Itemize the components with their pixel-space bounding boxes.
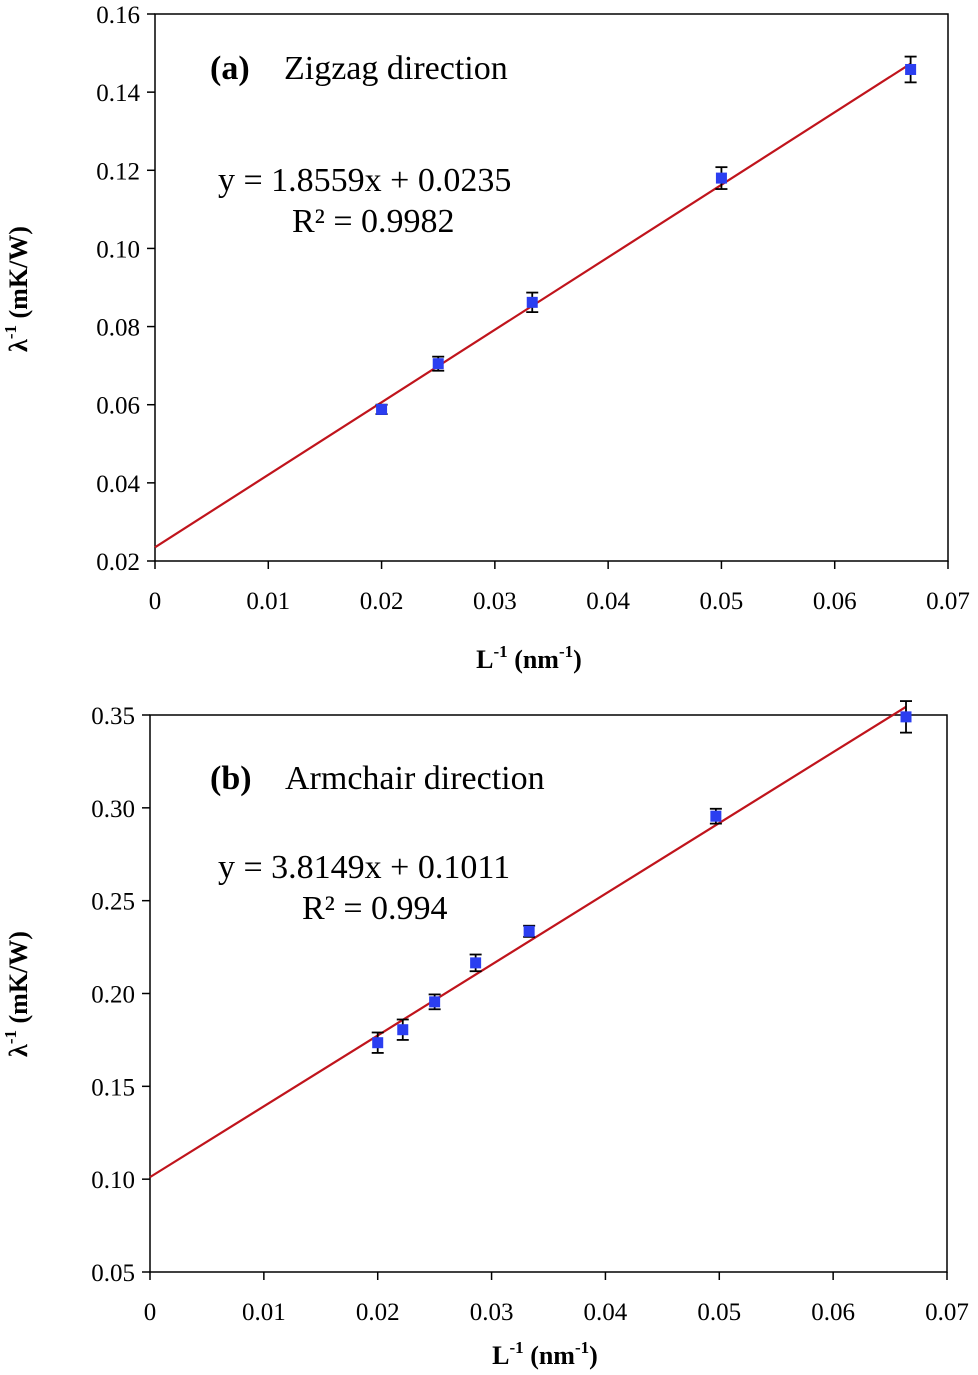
y-tick-label: 0.35 <box>91 703 135 730</box>
panel-b-points <box>371 700 913 1054</box>
data-point <box>710 810 722 822</box>
panel-a-y-axis-title: λ-1 (mK/W) <box>1 226 33 352</box>
data-point <box>526 296 538 308</box>
data-point <box>432 358 444 370</box>
x-tick-label: 0.04 <box>584 1299 628 1326</box>
panel-b-x-ticks: 0 0.01 0.02 0.03 0.04 0.05 0.06 0.07 <box>144 1272 969 1326</box>
panel-a-x-axis-title: L-1 (nm-1) <box>476 642 582 674</box>
x-tick-label: 0.06 <box>811 1299 855 1326</box>
y-tick-label: 0.14 <box>96 80 140 107</box>
panel-b-title: Armchair direction <box>285 760 545 797</box>
data-point <box>523 925 535 937</box>
panel-a-equation: y = 1.8559x + 0.0235 <box>218 162 511 199</box>
x-tick-label: 0.01 <box>246 588 290 615</box>
x-tick-label: 0.07 <box>925 1299 969 1326</box>
panel-b-y-axis-title: λ-1 (mK/W) <box>1 931 33 1057</box>
panel-a-r2: R² = 0.9982 <box>292 203 455 240</box>
panel-a: 0.02 0.04 0.06 0.08 0.10 0.12 0.14 0.16 0 0.01 0.… <box>1 2 970 674</box>
x-tick-label: 0.03 <box>470 1299 514 1326</box>
panel-b-y-ticks: 0.05 0.10 0.15 0.20 0.25 0.30 0.35 <box>91 703 150 1287</box>
panel-b-r2: R² = 0.994 <box>302 890 448 927</box>
panel-b-trendline-group <box>149 705 907 1179</box>
panel-b-label: (b) <box>210 760 252 797</box>
y-tick-label: 0.30 <box>91 796 135 823</box>
panel-a-x-ticks: 0 0.01 0.02 0.03 0.04 0.05 0.06 0.07 <box>149 561 970 615</box>
panel-a-title: Zigzag direction <box>284 50 508 87</box>
panel-a-label: (a) <box>210 50 250 87</box>
x-tick-label: 0.02 <box>356 1299 400 1326</box>
x-tick-label: 0 <box>144 1299 157 1326</box>
panel-b: 0.05 0.10 0.15 0.20 0.25 0.30 0.35 0 0.01 0.02 0.… <box>1 700 969 1370</box>
x-tick-label: 0.05 <box>697 1299 741 1326</box>
y-tick-label: 0.06 <box>96 393 140 420</box>
data-point <box>905 63 917 75</box>
y-tick-label: 0.10 <box>96 236 140 263</box>
x-tick-label: 0.06 <box>813 588 857 615</box>
data-point <box>376 403 388 415</box>
panel-b-x-axis-title: L-1 (nm-1) <box>492 1338 598 1370</box>
y-tick-label: 0.20 <box>91 982 135 1009</box>
data-point <box>372 1037 384 1049</box>
y-tick-label: 0.10 <box>91 1167 135 1194</box>
data-point <box>715 172 727 184</box>
x-tick-label: 0.03 <box>473 588 517 615</box>
y-tick-label: 0.02 <box>96 549 140 576</box>
data-point <box>470 957 482 969</box>
data-point <box>429 996 441 1008</box>
panel-b-equation: y = 3.8149x + 0.1011 <box>218 849 510 886</box>
y-tick-label: 0.08 <box>96 315 140 342</box>
trendline <box>149 705 907 1179</box>
y-tick-label: 0.15 <box>91 1074 135 1101</box>
y-tick-label: 0.16 <box>96 2 140 29</box>
y-tick-label: 0.25 <box>91 889 135 916</box>
y-tick-label: 0.04 <box>96 471 140 498</box>
x-tick-label: 0.04 <box>586 588 630 615</box>
x-tick-label: 0.01 <box>242 1299 286 1326</box>
x-tick-label: 0 <box>149 588 162 615</box>
panel-a-plot-frame <box>154 13 949 562</box>
x-tick-label: 0.05 <box>700 588 744 615</box>
y-tick-label: 0.12 <box>96 158 140 185</box>
panel-a-y-ticks: 0.02 0.04 0.06 0.08 0.10 0.12 0.14 0.16 <box>96 2 155 576</box>
data-point <box>900 711 912 723</box>
y-tick-label: 0.05 <box>91 1260 135 1287</box>
x-tick-label: 0.07 <box>926 588 970 615</box>
data-point <box>397 1024 409 1036</box>
x-tick-label: 0.02 <box>360 588 404 615</box>
panel-a-points <box>375 55 917 415</box>
panel-b-plot-frame <box>149 714 948 1273</box>
